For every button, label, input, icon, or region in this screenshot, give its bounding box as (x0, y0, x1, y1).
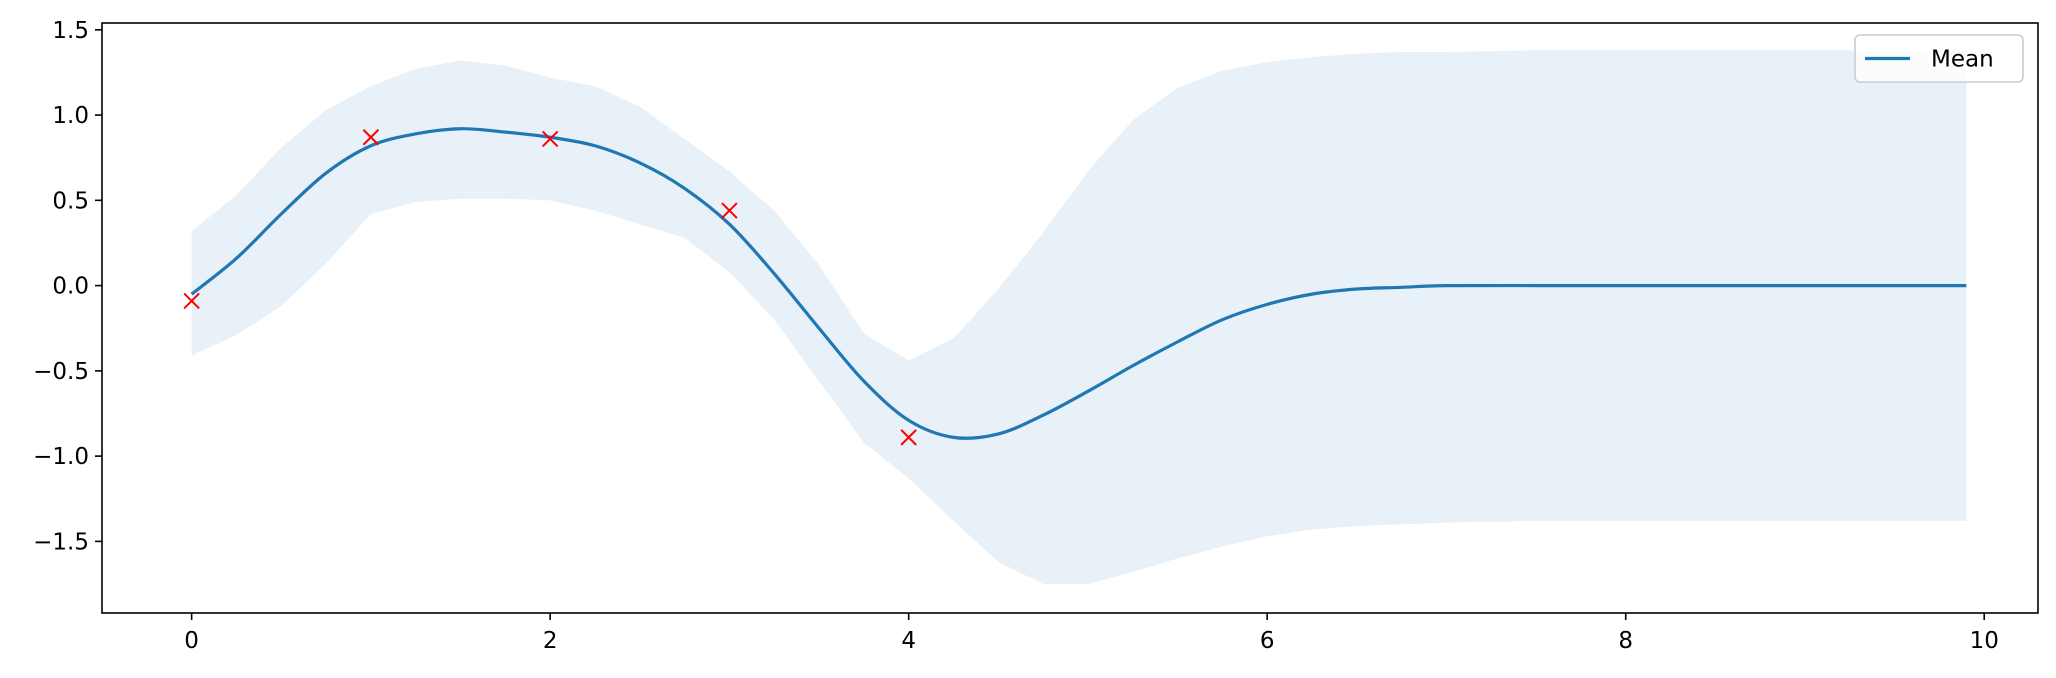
x-tick-label: 8 (1618, 628, 1633, 654)
x-tick-label: 6 (1260, 628, 1275, 654)
y-tick-label: −1.0 (33, 444, 89, 470)
confidence-band (191, 50, 1967, 585)
y-tick-label: −0.5 (33, 359, 89, 385)
y-axis-ticks: −1.5 −1.0 −0.5 0.0 0.5 1.0 1.5 (33, 18, 102, 555)
observation-marker (183, 292, 200, 310)
x-tick-label: 2 (543, 628, 558, 654)
x-tick-label: 4 (901, 628, 916, 654)
confidence-band-layer (191, 50, 1967, 585)
observation-marker (721, 202, 738, 219)
y-tick-label: 0.0 (52, 274, 89, 300)
y-tick-label: −1.5 (33, 529, 89, 555)
observation-marker (362, 129, 380, 146)
y-tick-label: 0.5 (52, 188, 89, 214)
y-tick-label: 1.0 (52, 103, 89, 129)
observation-marker (900, 429, 917, 446)
x-axis-ticks: 0 2 4 6 8 10 (184, 613, 1999, 654)
legend-box (1854, 34, 2024, 83)
mean-line (190, 127, 1967, 440)
x-tick-label: 10 (1970, 628, 1999, 654)
legend: Mean (1854, 34, 2024, 83)
x-tick-label: 0 (184, 628, 199, 654)
mean-line-layer (190, 127, 1967, 440)
legend-label-mean: Mean (1931, 47, 1994, 73)
plot-frame (101, 22, 2039, 614)
observation-markers-layer (183, 129, 917, 446)
observation-marker (541, 130, 559, 148)
y-tick-label: 1.5 (52, 18, 89, 44)
